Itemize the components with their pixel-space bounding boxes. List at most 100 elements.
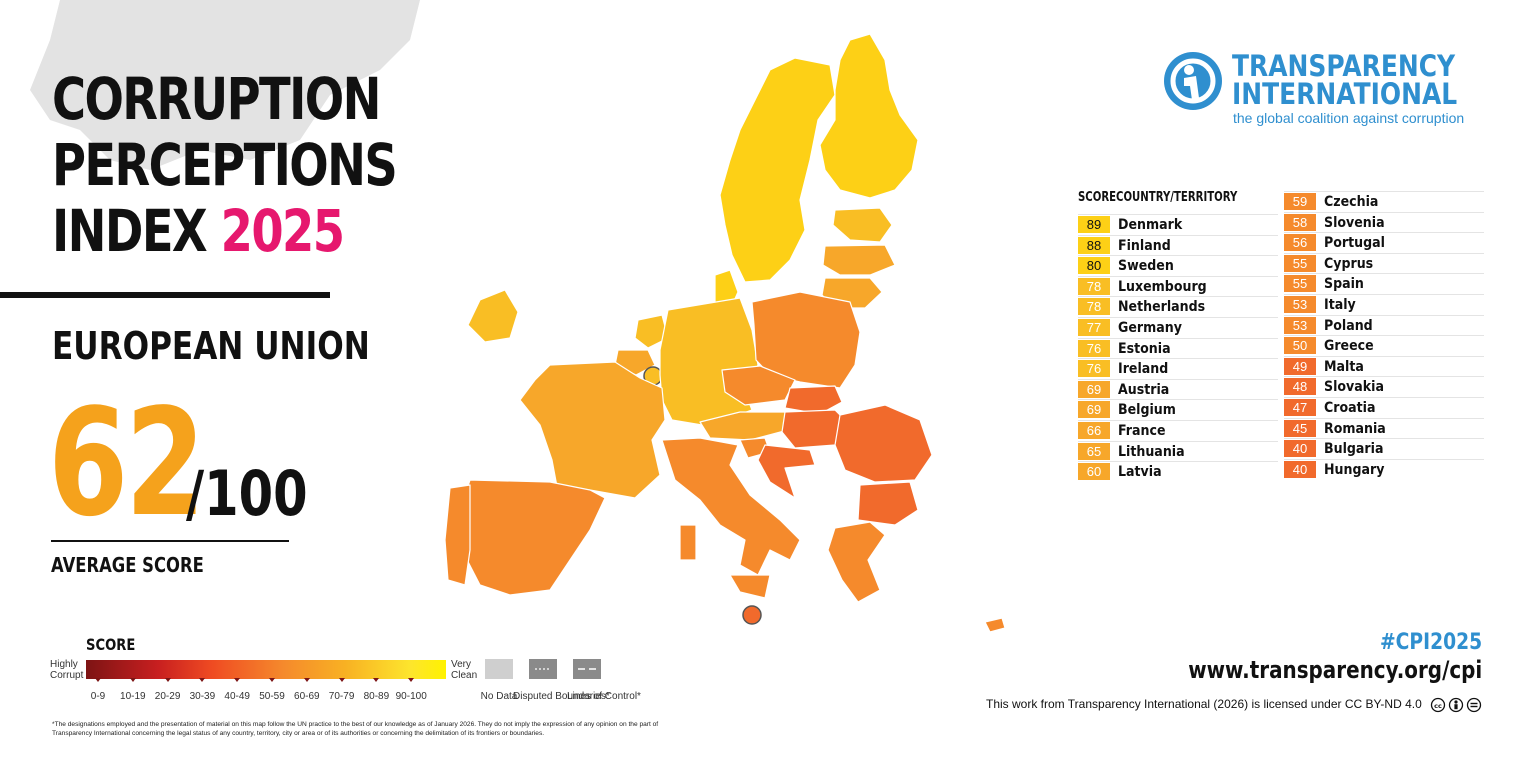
table-row: 53 Poland: [1284, 314, 1484, 336]
country-name: Cyprus: [1324, 255, 1374, 272]
map-ireland: [467, 289, 519, 343]
country-score: 88: [1078, 236, 1110, 254]
map-bulgaria: [857, 481, 919, 526]
legend-no-data-swatch: [485, 659, 513, 679]
map-malta: [742, 605, 762, 625]
country-score: 58: [1284, 213, 1316, 231]
table-row: 69 Belgium: [1078, 399, 1278, 420]
title-year: 2025: [220, 197, 345, 265]
logo-line-2: INTERNATIONAL: [1232, 77, 1458, 111]
table-row: 76 Ireland: [1078, 358, 1278, 379]
country-name: Sweden: [1118, 258, 1174, 275]
country-score: 53: [1284, 295, 1316, 313]
map-sardinia: [679, 524, 697, 561]
cc-license-icons: cc: [1430, 697, 1482, 713]
legend-high-label: Very Clean: [451, 659, 478, 681]
legend-tick-mark: [234, 678, 241, 682]
country-name: Romania: [1324, 420, 1386, 437]
legend-color-scale: [86, 660, 446, 679]
country-score: 65: [1078, 442, 1110, 460]
average-score-label: AVERAGE SCORE: [51, 553, 204, 577]
legend-tick-mark: [164, 678, 171, 682]
average-score-value: 62: [48, 377, 206, 549]
legend-tick-label: 80-89: [363, 691, 390, 702]
logo-line-1: TRANSPARENCY: [1232, 49, 1456, 83]
table-row: 65 Lithuania: [1078, 440, 1278, 462]
country-name: Denmark: [1118, 217, 1183, 233]
map-poland: [751, 291, 861, 389]
table-row: 55 Cyprus: [1284, 252, 1484, 274]
table-row: 58 Slovenia: [1284, 211, 1484, 233]
legend-low-label: Highly Corrupt: [50, 659, 84, 681]
country-score: 45: [1284, 419, 1316, 437]
country-score: 78: [1078, 298, 1110, 316]
country-score: 77: [1078, 318, 1110, 336]
table-row: 47 Croatia: [1284, 396, 1484, 418]
map-france: [519, 361, 666, 499]
average-divider: [51, 540, 289, 542]
table-row: 48 Slovakia: [1284, 376, 1484, 397]
table-row: 40 Bulgaria: [1284, 438, 1484, 459]
map-latvia: [822, 244, 896, 276]
page-title: CORRUPTION PERCEPTIONS INDEX 2025: [52, 66, 398, 265]
map-estonia: [832, 207, 893, 243]
table-row: 45 Romania: [1284, 417, 1484, 439]
country-score: 47: [1284, 398, 1316, 416]
country-score: 89: [1078, 216, 1110, 233]
table-row: 76 Estonia: [1078, 337, 1278, 359]
map-netherlands: [634, 314, 669, 349]
legend-tick-mark: [373, 678, 380, 682]
country-name: Latvia: [1118, 464, 1162, 481]
country-name: Czechia: [1324, 194, 1379, 210]
legend-disputed-label: Disputed Boundaries*: [513, 691, 610, 702]
legend-tick-label: 90-100: [395, 691, 427, 702]
country-score: 76: [1078, 360, 1110, 378]
legend-title: SCORE: [86, 635, 136, 654]
country-name: Poland: [1324, 317, 1373, 334]
table-row: 49 Malta: [1284, 355, 1484, 377]
country-name: Austria: [1118, 381, 1170, 398]
legend-no-data-label: No Data: [480, 691, 518, 702]
table-row: 40 Hungary: [1284, 458, 1484, 480]
map-greece: [827, 521, 886, 603]
license-text: This work from Transparency Internationa…: [986, 697, 1422, 711]
country-score: 53: [1284, 316, 1316, 334]
score-table-left-column: 89 Denmark 88 Finland 80 Sweden 78 Luxembourg 78…: [1078, 214, 1278, 482]
legend-tick-mark: [269, 678, 275, 682]
legend-tick-mark: [199, 678, 206, 682]
hashtag: #CPI2025: [1379, 630, 1482, 655]
score-table-right-column: 59 Czechia 58 Slovenia 56 Portugal 55 Cyprus 55 S…: [1284, 191, 1484, 479]
table-row: 53 Italy: [1284, 293, 1484, 315]
table-row: 78 Netherlands: [1078, 296, 1278, 317]
map-finland: [819, 33, 919, 199]
country-name: Malta: [1324, 358, 1364, 375]
legend-tick-label: 40-49: [224, 691, 250, 702]
country-score: 69: [1078, 401, 1110, 419]
legend-tick-label: 70-79: [328, 691, 355, 702]
eu-map: [444, 33, 1006, 633]
table-row: 78 Luxembourg: [1078, 275, 1278, 297]
table-row: 66 France: [1078, 419, 1278, 441]
country-name: Luxembourg: [1118, 278, 1207, 295]
map-portugal: [444, 484, 471, 586]
map-sweden: [719, 57, 836, 283]
legend-tick-label: 10-19: [120, 691, 146, 702]
table-header-country: COUNTRY/TERRITORY: [1116, 190, 1238, 205]
table-header-score: SCORE: [1078, 190, 1117, 205]
country-score: 49: [1284, 357, 1316, 375]
website-link[interactable]: www.transparency.org/cpi: [1187, 656, 1482, 684]
country-score: 69: [1078, 380, 1110, 398]
legend-lines-of-control-swatch: [573, 659, 601, 679]
country-name: Estonia: [1118, 340, 1171, 357]
country-name: Netherlands: [1118, 299, 1206, 316]
table-row: 56 Portugal: [1284, 232, 1484, 253]
country-name: Bulgaria: [1324, 441, 1384, 458]
country-score: 56: [1284, 234, 1316, 252]
table-row: 50 Greece: [1284, 335, 1484, 356]
map-spain: [459, 479, 606, 596]
table-row: 80 Sweden: [1078, 255, 1278, 276]
title-line-3: INDEX: [52, 197, 208, 265]
country-score: 40: [1284, 460, 1316, 478]
legend-disputed-swatch: [529, 659, 557, 679]
table-row: 77 Germany: [1078, 316, 1278, 338]
